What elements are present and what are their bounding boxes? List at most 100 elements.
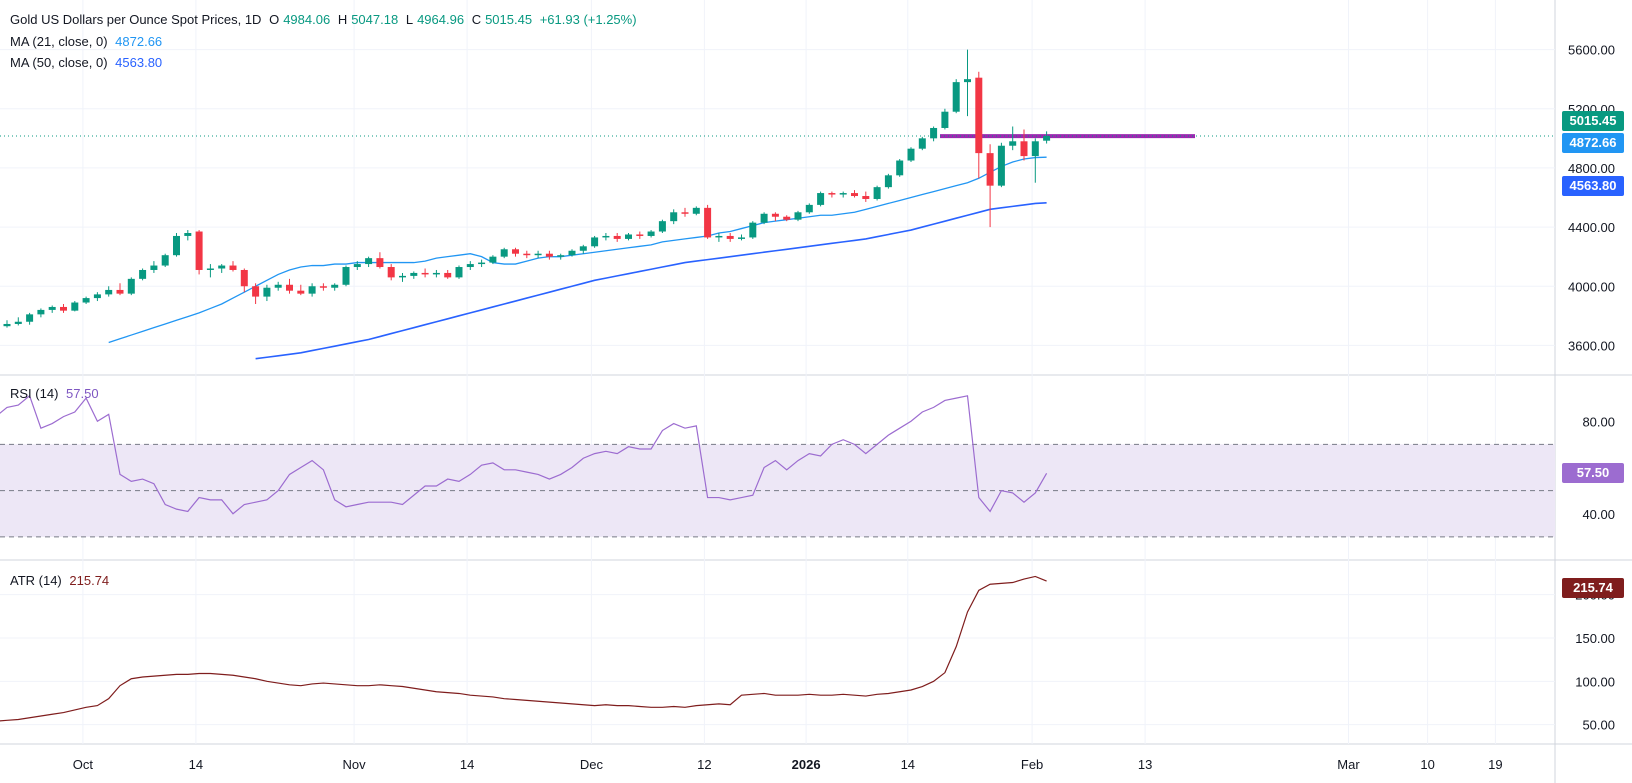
candle-body [602,235,610,238]
x-tick-label: 13 [1138,757,1152,772]
candle-body [37,309,45,315]
x-tick-label: 14 [189,757,203,772]
high-label: H [337,12,348,27]
candle-body [376,258,384,268]
candle-body [817,193,825,205]
x-tick-label: Dec [580,757,604,772]
ma50-price-tag: 4563.80 [1562,176,1624,196]
x-tick-label: 14 [901,757,915,772]
candle-body [794,212,802,220]
candle-body [466,264,474,268]
ma21-value: 4872.66 [115,34,163,49]
candle-body [444,272,452,278]
candle-body [839,193,847,195]
ma21-line [108,156,1047,344]
candle-body [862,196,870,199]
candle-body [557,255,565,257]
candle-body [918,138,926,149]
rsi-label: RSI (14) [10,386,59,401]
candle-body [3,323,11,327]
rsi-y-tick-label: 40.00 [1582,507,1615,522]
candle-body [771,213,779,217]
candle-body [218,265,226,269]
candle-body [93,294,101,299]
candle-body [286,284,293,291]
candle-body [986,153,994,186]
open-label: O [269,12,280,27]
y-tick-label: 4400.00 [1568,220,1615,235]
candle-body [489,256,497,263]
candle-body [726,235,734,239]
candle-body [941,111,949,128]
candle-body [636,234,644,236]
ma21-label: MA (21, close, 0) [10,34,108,49]
candle-body [365,258,373,265]
candle-body [545,253,553,257]
rsi-line [0,394,1048,515]
candle-body [410,272,418,276]
change-value: +61.93 (+1.25%) [539,12,637,27]
candle-body [851,193,858,197]
candle-body [715,235,723,238]
candle-body [692,207,700,214]
candle-body [760,213,768,223]
x-tick-label: 2026 [792,757,821,772]
candle-body [828,193,836,195]
candle-body [48,306,56,310]
symbol-title: Gold US Dollars per Ounce Spot Prices, 1… [10,12,262,27]
y-tick-label: 4000.00 [1568,279,1615,294]
candle-body [884,175,892,188]
y-tick-label: 4800.00 [1568,161,1615,176]
candle-body [579,246,587,251]
candle-body [964,79,971,83]
candle-body [387,267,395,278]
candle-body [139,269,147,279]
candle-body [173,235,180,256]
ma50-legend: MA (50, close, 0) 4563.80 [10,55,166,70]
candle-body [26,314,34,322]
candle-body [421,272,429,275]
low-value: 4964.96 [417,12,465,27]
close-label: C [471,12,482,27]
close-price-tag: 5015.45 [1562,111,1624,131]
rsi-price-tag: 57.50 [1562,463,1624,483]
ma21-legend: MA (21, close, 0) 4872.66 [10,34,166,49]
close-value: 5015.45 [485,12,533,27]
candle-body [534,253,542,256]
atr-y-tick-label: 100.00 [1575,674,1615,689]
candle-body [512,249,519,254]
candle-body [591,237,599,247]
candle-body [1043,136,1051,141]
candle-body [952,82,960,112]
candle-body [342,267,350,285]
candle-body [738,237,745,239]
atr-y-tick-label: 150.00 [1575,631,1615,646]
ma50-value: 4563.80 [115,55,163,70]
candle-body [14,321,22,324]
rsi-y-tick-label: 80.00 [1582,414,1615,429]
candle-body [783,216,791,220]
candle-body [60,306,67,311]
candle-body [71,302,79,311]
candle-body [399,275,406,278]
x-tick-label: 12 [697,757,711,772]
candle-body [252,286,260,297]
candle-body [681,212,689,214]
candle-body [150,265,158,270]
low-label: L [405,12,414,27]
candle-body [116,289,124,294]
candle-body [613,235,621,239]
y-tick-label: 3600.00 [1568,338,1615,353]
candle-body [997,145,1005,186]
candle-body [1009,141,1017,146]
candle-body [873,187,881,199]
rsi-value: 57.50 [66,386,99,401]
candle-body [907,148,915,161]
candle-body [319,286,327,288]
x-tick-label: 14 [460,757,474,772]
candle-body [749,222,757,238]
candle-body [500,249,508,257]
atr-price-tag: 215.74 [1562,578,1624,598]
x-tick-label: 19 [1488,757,1502,772]
